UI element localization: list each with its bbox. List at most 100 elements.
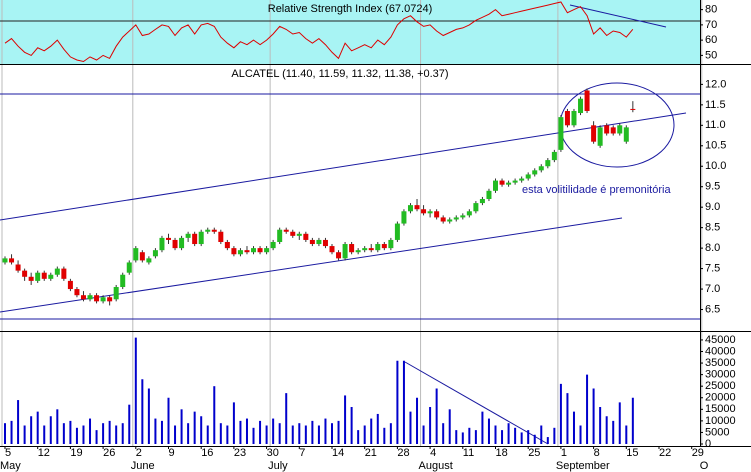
y-tick-label: 80	[705, 4, 717, 16]
volume-bar	[461, 432, 464, 444]
y-tick-label: 11.0	[705, 119, 726, 131]
x-tick-label: 19	[70, 447, 82, 459]
candle-body	[421, 209, 427, 214]
volume-bar	[174, 425, 177, 444]
candle-body	[283, 229, 289, 232]
candle-body	[41, 272, 47, 279]
volume-bar	[501, 430, 504, 444]
volume-bar	[10, 420, 13, 444]
candle-body	[551, 151, 557, 161]
volume-bar	[409, 411, 412, 444]
candle-body	[342, 244, 348, 259]
volume-bar	[317, 425, 320, 444]
volume-bar	[62, 423, 65, 444]
candle-body	[54, 268, 60, 275]
volume-bar	[180, 409, 183, 444]
channel-lower	[0, 217, 623, 313]
candle-body	[604, 125, 610, 134]
candle-body	[159, 237, 165, 251]
volume-bar	[17, 400, 20, 444]
candle-body	[564, 110, 570, 126]
volume-bar	[36, 411, 39, 444]
volume-bar	[520, 432, 523, 444]
volume-bar	[592, 388, 595, 444]
candle-body	[434, 211, 440, 218]
y-tick-label: 11.5	[705, 99, 726, 111]
candle-body	[512, 180, 518, 183]
x-tick-label: 28	[397, 447, 409, 459]
candle-body	[381, 244, 387, 249]
candle-body	[623, 127, 629, 142]
volume-bar	[102, 423, 105, 444]
candle-body	[322, 239, 328, 247]
candle-body	[94, 295, 100, 302]
candle-body	[309, 239, 315, 245]
candle-body	[532, 170, 538, 175]
volume-bar	[389, 423, 392, 444]
candle-body	[466, 211, 472, 216]
candle-body	[107, 297, 113, 302]
candle-body	[545, 160, 551, 167]
volume-bar	[533, 434, 536, 444]
volume-bar	[376, 413, 379, 444]
volume-bar	[572, 411, 575, 444]
month-label: June	[131, 460, 155, 472]
candle-body	[486, 190, 492, 199]
candle-body	[506, 182, 512, 185]
candle-body	[120, 274, 126, 288]
month-label: August	[419, 460, 453, 472]
candle-body	[447, 219, 453, 222]
volume-bar	[69, 420, 72, 444]
volume-bar	[245, 418, 248, 444]
volume-bar	[344, 395, 347, 444]
volume-bar	[187, 423, 190, 444]
volume-bar	[259, 420, 262, 444]
candle-body	[61, 268, 67, 279]
x-tick-label: 22	[659, 447, 671, 459]
volume-bar	[435, 388, 438, 444]
volume-bar	[566, 393, 569, 444]
volume-bar	[232, 402, 235, 444]
candle-body	[231, 248, 237, 255]
volume-bar	[337, 420, 340, 444]
x-tick-label: 1	[561, 447, 567, 459]
candle-body	[578, 98, 584, 114]
volume-bar	[272, 418, 275, 444]
candle-body	[571, 110, 577, 126]
volume-bar	[370, 418, 373, 444]
candle-body	[630, 108, 636, 110]
candle-body	[9, 258, 15, 263]
candle-body	[414, 205, 420, 210]
volume-bar	[200, 416, 203, 444]
x-tick-label: 8	[594, 447, 600, 459]
volume-bar	[89, 418, 92, 444]
candle-body	[558, 117, 564, 150]
volume-bar	[631, 397, 634, 444]
y-tick-label: 9.5	[705, 181, 720, 193]
volume-bar	[23, 425, 26, 444]
volume-bar	[546, 437, 549, 444]
highlight-ellipse	[559, 82, 675, 168]
candle-body	[388, 239, 394, 249]
volume-bar	[219, 423, 222, 444]
volume-bar	[363, 425, 366, 444]
volume-bar	[579, 425, 582, 444]
rsi-line	[4, 1, 634, 63]
candle-body	[427, 211, 433, 214]
volume-bar	[618, 402, 621, 444]
y-tick-label: 7.5	[705, 263, 720, 275]
volume-bar	[474, 430, 477, 444]
candle-body	[538, 166, 544, 171]
volume-bar	[324, 418, 327, 444]
volume-bar	[514, 427, 517, 444]
candle-body	[28, 276, 34, 281]
y-tick-label: 10.0	[705, 160, 726, 172]
candle-body	[473, 203, 479, 212]
volume-bar	[49, 416, 52, 444]
volume-bar	[115, 425, 118, 444]
candle-body	[74, 289, 80, 296]
volume-bar	[331, 423, 333, 444]
candle-body	[244, 250, 250, 253]
candle-body	[205, 229, 211, 232]
